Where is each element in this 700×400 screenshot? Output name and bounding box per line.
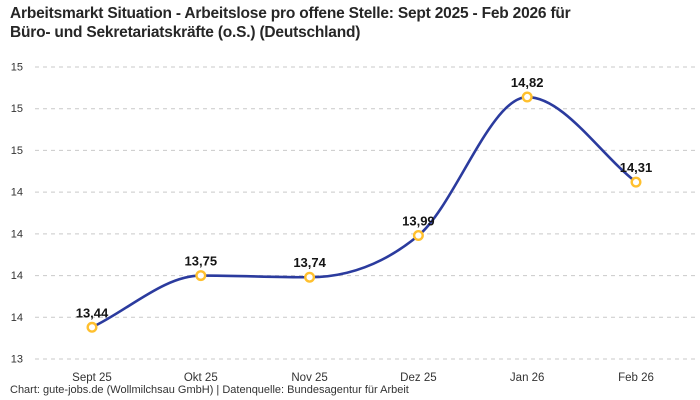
y-tick-label: 14 — [11, 312, 23, 324]
data-line — [90, 95, 638, 329]
data-point-labels-layer: 13,44 13,75 13,74 13,99 14,82 14,31 — [76, 75, 653, 320]
data-point-marker[interactable] — [521, 91, 533, 103]
y-tick-label: 14 — [11, 270, 23, 282]
data-point-marker[interactable] — [195, 270, 207, 282]
chart-title-line2: Büro- und Sekretariatskräfte (o.S.) (Deu… — [10, 24, 361, 41]
data-point-label: 14,31 — [620, 160, 653, 175]
x-axis-labels: Sept 25 Okt 25 Nov 25 Dez 25 Jan 26 Feb 26 — [72, 372, 654, 384]
x-tick-label: Feb 26 — [618, 372, 654, 384]
chart-footer: Chart: gute-jobs.de (Wollmilchsau GmbH) … — [10, 384, 409, 396]
chart-title: Arbeitsmarkt Situation - Arbeitslose pro… — [10, 4, 670, 42]
data-points-layer — [86, 91, 642, 333]
data-point-label: 14,82 — [511, 75, 544, 90]
chart-title-line1: Arbeitsmarkt Situation - Arbeitslose pro… — [10, 5, 571, 22]
y-tick-label: 14 — [11, 187, 23, 199]
y-tick-label: 14 — [11, 228, 23, 240]
data-point-label: 13,74 — [293, 255, 326, 270]
data-point-marker[interactable] — [412, 230, 424, 242]
data-point-marker[interactable] — [630, 176, 642, 188]
x-tick-label: Okt 25 — [184, 372, 218, 384]
data-point-label: 13,44 — [76, 305, 109, 320]
x-tick-label: Jan 26 — [510, 372, 545, 384]
x-tick-label: Dez 25 — [400, 372, 436, 384]
x-tick-label: Sept 25 — [72, 372, 112, 384]
y-tick-label: 15 — [11, 145, 23, 157]
x-tick-label: Nov 25 — [291, 372, 327, 384]
y-tick-label: 13 — [11, 354, 23, 366]
data-line-layer — [90, 95, 638, 329]
data-point-marker[interactable] — [86, 321, 98, 333]
y-tick-label: 15 — [11, 62, 23, 74]
y-tick-label: 15 — [11, 103, 23, 115]
data-point-marker[interactable] — [304, 271, 316, 283]
data-point-label: 13,99 — [402, 214, 435, 229]
attribution-text: Chart: gute-jobs.de (Wollmilchsau GmbH) … — [10, 384, 409, 396]
y-axis-labels: 15 15 15 14 14 14 14 13 — [11, 62, 23, 366]
gridlines-layer — [35, 66, 697, 360]
data-point-label: 13,75 — [185, 254, 218, 269]
